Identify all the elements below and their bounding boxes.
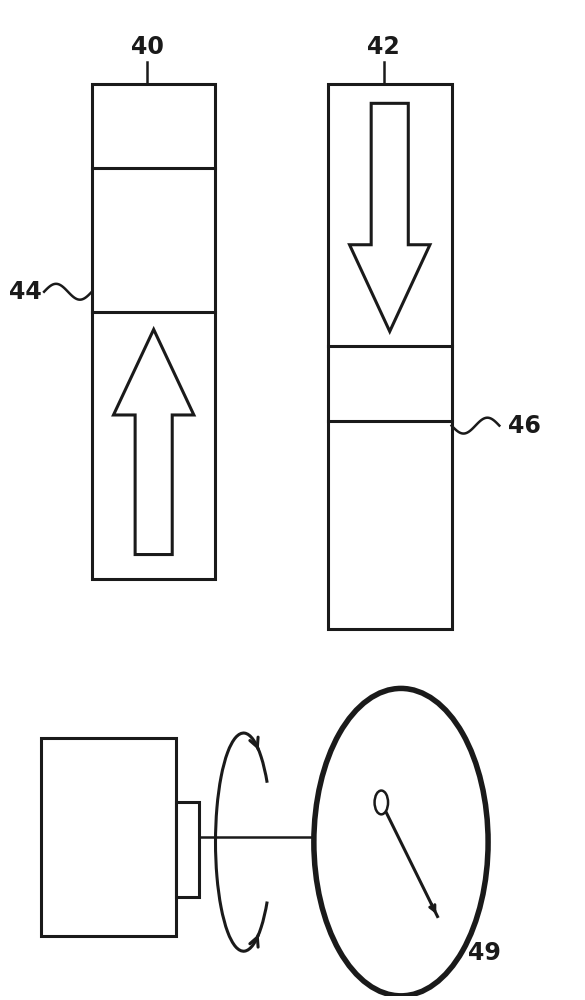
Bar	[42, 738, 176, 936]
Polygon shape	[350, 103, 430, 331]
Circle shape	[314, 688, 488, 996]
Text: 46: 46	[508, 414, 541, 438]
Bar	[92, 84, 215, 579]
Text: 44: 44	[9, 280, 42, 304]
Text: 42: 42	[367, 35, 400, 59]
Bar	[328, 84, 452, 629]
Bar	[176, 802, 199, 897]
Text: 49: 49	[469, 941, 501, 965]
Circle shape	[374, 791, 388, 814]
Polygon shape	[113, 329, 194, 555]
Text: 40: 40	[131, 35, 164, 59]
